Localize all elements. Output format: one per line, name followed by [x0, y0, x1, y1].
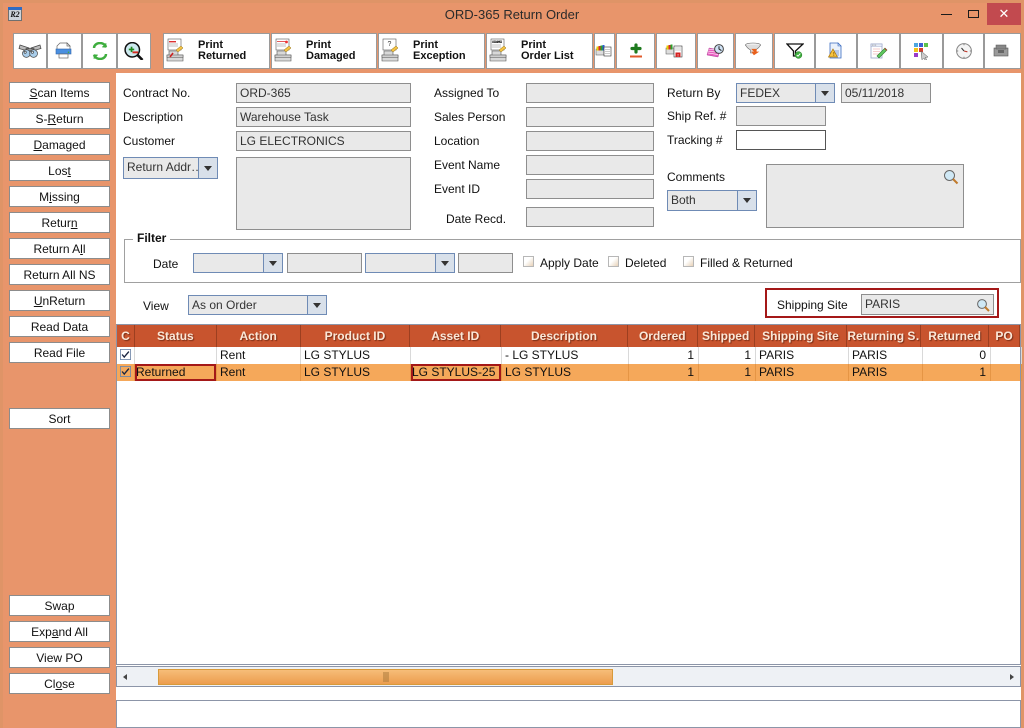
svg-text:BATCH: BATCH	[492, 39, 502, 43]
svg-text:?: ?	[388, 41, 392, 48]
svg-text:!: !	[677, 52, 678, 57]
